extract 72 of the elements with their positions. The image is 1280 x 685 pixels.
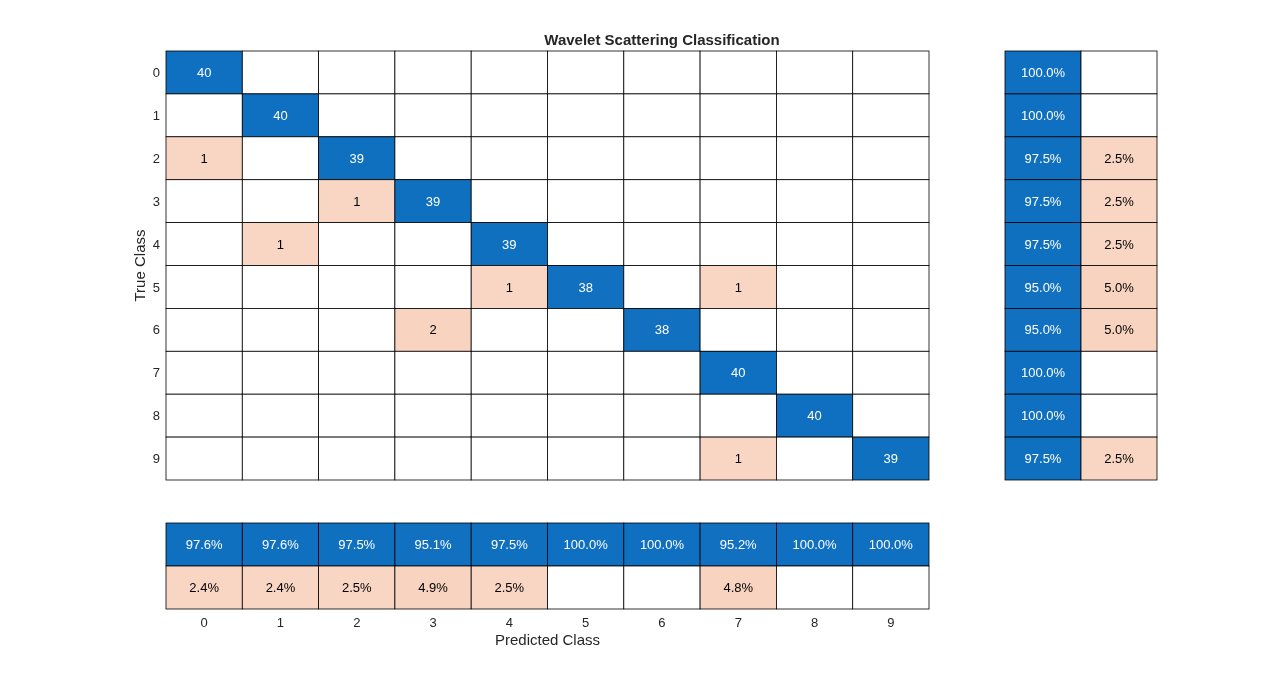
- data-label: 97.5%: [490, 537, 529, 553]
- data-label: 100.0%: [563, 537, 609, 553]
- data-label: 95.1%: [414, 537, 452, 553]
- x-tick-label: 8: [810, 615, 819, 630]
- data-label: 2.5%: [494, 580, 525, 596]
- data-label: 2.5%: [1104, 451, 1135, 467]
- data-label: 39: [425, 193, 441, 209]
- data-label: 1: [200, 150, 208, 166]
- data-label: 97.5%: [1024, 451, 1062, 467]
- data-label: 100.0%: [868, 537, 914, 553]
- x-tick-label: 0: [200, 615, 208, 630]
- data-label: 1: [353, 193, 361, 209]
- x-tick-label: 5: [582, 615, 590, 630]
- data-label: 100.0%: [1020, 408, 1066, 424]
- data-label: 39: [883, 451, 899, 467]
- x-tick-label: 6: [658, 615, 666, 630]
- data-label: 2.5%: [1104, 236, 1135, 252]
- y-axis-title: True Class: [131, 229, 148, 302]
- data-label: 40: [807, 408, 822, 424]
- data-label: 2.4%: [189, 580, 220, 596]
- y-tick-label: 8: [152, 408, 160, 424]
- y-tick-label: 0: [152, 65, 160, 80]
- data-label: 100.0%: [639, 537, 685, 553]
- chart-title: Wavelet Scattering Classification: [544, 31, 780, 48]
- data-label: 97.5%: [1024, 236, 1062, 252]
- data-label: 97.6%: [262, 537, 300, 553]
- data-label: 1: [734, 279, 742, 295]
- x-tick-label: 9: [887, 615, 895, 630]
- data-label: 95.2%: [719, 537, 758, 553]
- data-label: 1: [276, 236, 285, 252]
- y-tick-label: 2: [152, 150, 160, 166]
- data-label: 100.0%: [1020, 365, 1066, 381]
- data-label: 2.5%: [1104, 150, 1135, 166]
- data-label: 1: [505, 279, 513, 295]
- data-label: 4.9%: [418, 580, 449, 596]
- data-label: 100.0%: [1020, 107, 1066, 123]
- data-label: 40: [731, 365, 746, 381]
- x-axis-title: Predicted Class: [494, 631, 601, 648]
- y-tick-label: 7: [152, 365, 160, 381]
- data-label: 40: [273, 107, 288, 123]
- data-label: 39: [349, 150, 364, 166]
- data-label: 5.0%: [1104, 279, 1135, 295]
- data-label: 1: [734, 451, 742, 467]
- y-tick-label: 5: [152, 279, 160, 295]
- data-label: 2: [429, 322, 437, 338]
- y-tick-label: 4: [152, 236, 160, 252]
- data-label: 2.5%: [341, 580, 372, 596]
- x-tick-label: 7: [734, 615, 742, 630]
- data-label: 97.5%: [1024, 150, 1062, 166]
- data-label: 95.0%: [1024, 322, 1062, 338]
- y-tick-label: 3: [152, 193, 160, 209]
- y-tick-label: 9: [152, 451, 160, 467]
- data-label: 97.5%: [1024, 193, 1062, 209]
- y-tick-label: 6: [152, 322, 160, 338]
- data-label: 100.0%: [1020, 65, 1066, 80]
- data-label: 95.0%: [1024, 279, 1062, 295]
- data-label: 5.0%: [1104, 322, 1135, 338]
- x-tick-label: 4: [505, 615, 513, 630]
- data-label: 97.6%: [185, 537, 224, 553]
- data-label: 2.5%: [1104, 193, 1135, 209]
- data-label: 39: [502, 236, 517, 252]
- data-label: 2.4%: [265, 580, 296, 596]
- data-label: 100.0%: [792, 537, 838, 553]
- data-label: 97.5%: [338, 537, 376, 553]
- data-label: 40: [196, 65, 212, 80]
- x-tick-label: 3: [429, 615, 437, 630]
- data-label: 4.8%: [723, 580, 754, 596]
- data-label: 38: [578, 279, 593, 295]
- x-tick-label: 2: [353, 615, 361, 630]
- x-tick-label: 1: [276, 615, 285, 630]
- data-label: 38: [654, 322, 670, 338]
- y-tick-label: 1: [152, 107, 160, 123]
